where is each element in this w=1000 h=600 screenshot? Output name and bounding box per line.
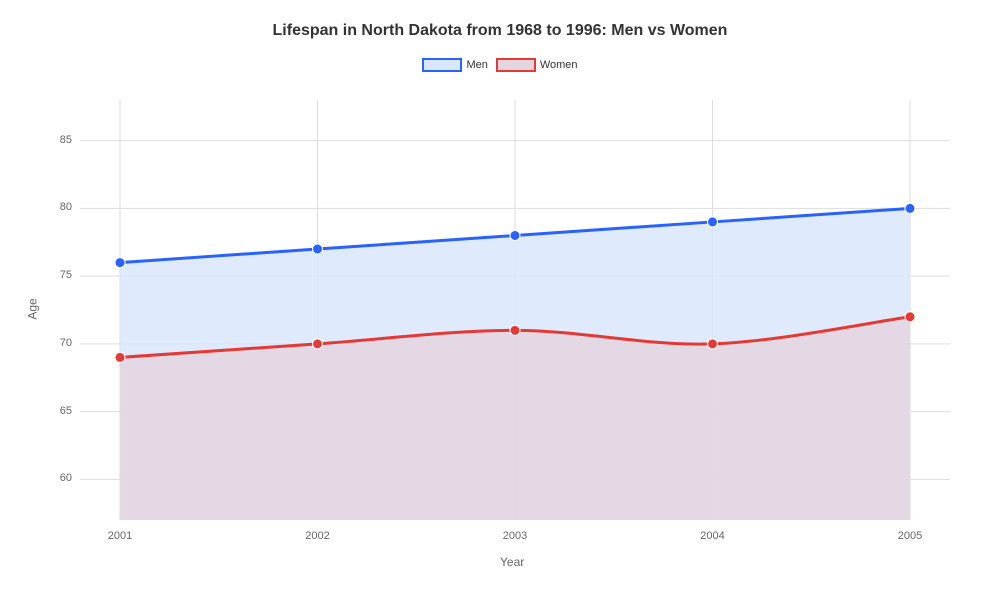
legend-item-men[interactable]: Men [422, 58, 487, 72]
marker-men-2[interactable] [510, 230, 520, 240]
x-axis-label: Year [500, 555, 524, 569]
marker-men-4[interactable] [905, 203, 915, 213]
marker-women-2[interactable] [510, 325, 520, 335]
y-tick-label: 65 [60, 405, 72, 417]
marker-men-3[interactable] [708, 217, 718, 227]
legend-label-women: Women [540, 59, 578, 71]
marker-men-1[interactable] [313, 244, 323, 254]
marker-women-1[interactable] [313, 339, 323, 349]
legend-swatch-women [496, 58, 536, 72]
marker-women-0[interactable] [115, 352, 125, 362]
x-tick-label: 2005 [890, 530, 930, 542]
y-tick-label: 85 [60, 134, 72, 146]
marker-women-3[interactable] [708, 339, 718, 349]
x-tick-label: 2001 [100, 530, 140, 542]
y-tick-label: 70 [60, 337, 72, 349]
marker-men-0[interactable] [115, 258, 125, 268]
chart-title: Lifespan in North Dakota from 1968 to 19… [0, 0, 1000, 40]
legend-item-women[interactable]: Women [496, 58, 578, 72]
x-tick-label: 2002 [298, 530, 338, 542]
x-tick-label: 2004 [693, 530, 733, 542]
chart-container: Lifespan in North Dakota from 1968 to 19… [0, 0, 1000, 600]
x-tick-label: 2003 [495, 530, 535, 542]
marker-women-4[interactable] [905, 312, 915, 322]
legend-swatch-men [422, 58, 462, 72]
legend-label-men: Men [466, 59, 487, 71]
y-tick-label: 75 [60, 269, 72, 281]
plot-area [80, 100, 950, 520]
y-tick-label: 80 [60, 201, 72, 213]
legend: Men Women [0, 58, 1000, 72]
y-tick-label: 60 [60, 472, 72, 484]
y-axis-label: Age [26, 298, 40, 319]
